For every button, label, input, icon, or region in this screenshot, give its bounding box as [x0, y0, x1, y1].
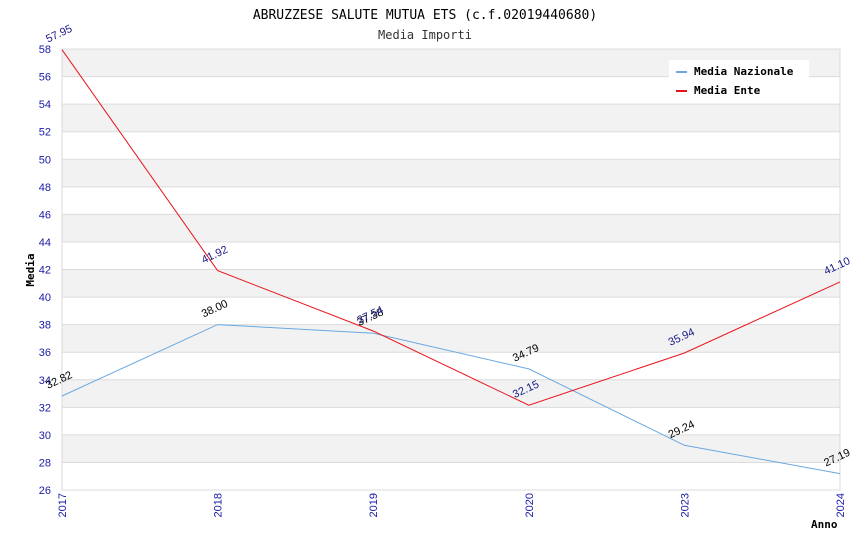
- y-tick-label: 42: [39, 265, 51, 277]
- y-tick-label: 46: [39, 209, 51, 221]
- grid-band: [62, 104, 840, 132]
- y-tick-label: 38: [39, 320, 51, 332]
- x-axis-title: Anno: [811, 518, 838, 531]
- grid-band: [62, 462, 840, 490]
- grid-band: [62, 297, 840, 325]
- series-lines: [61, 49, 841, 475]
- y-tick-label: 30: [39, 430, 51, 442]
- y-tick-label: 40: [39, 292, 51, 304]
- y-axis-ticks: 26 28 30 32 34 36 38 40 42 44 46 48 50 52 54 56 58: [39, 44, 51, 497]
- y-tick-label: 50: [39, 154, 51, 166]
- x-axis-ticks: 2017 2018 2019 2020 2023 2024: [57, 493, 847, 517]
- y-tick-label: 58: [39, 44, 51, 56]
- y-tick-label: 36: [39, 347, 51, 359]
- legend-box: [669, 60, 809, 102]
- x-tick-label: 2017: [57, 493, 69, 517]
- grid-bands: [61, 48, 841, 491]
- x-tick-label: 2019: [368, 493, 380, 517]
- y-tick-label: 32: [39, 402, 51, 414]
- y-tick-label: 28: [39, 457, 51, 469]
- x-tick-label: 2023: [679, 493, 691, 517]
- grid-band: [62, 159, 840, 187]
- grid-band: [62, 241, 840, 270]
- x-tick-label: 2018: [213, 493, 225, 517]
- grid-band: [62, 214, 840, 242]
- legend: Media Nazionale Media Ente: [669, 60, 809, 102]
- y-tick-label: 26: [39, 485, 51, 497]
- x-tick-label: 2020: [524, 493, 536, 517]
- chart-title: ABRUZZESE SALUTE MUTUA ETS (c.f.02019440…: [253, 8, 597, 23]
- chart-subtitle: Media Importi: [378, 28, 472, 42]
- legend-label: Media Ente: [694, 84, 761, 97]
- series-line: [61, 324, 841, 475]
- x-tick-label: 2024: [835, 493, 847, 517]
- y-tick-label: 34: [39, 375, 51, 387]
- grid-band: [62, 379, 840, 408]
- y-axis-title: Media: [24, 253, 37, 286]
- grid-band: [62, 269, 840, 298]
- y-tick-label: 44: [39, 237, 51, 249]
- y-tick-label: 48: [39, 182, 51, 194]
- grid-band: [62, 324, 840, 353]
- y-tick-label: 52: [39, 127, 51, 139]
- grid-band: [62, 434, 840, 463]
- grid-band: [62, 186, 840, 215]
- y-tick-label: 54: [39, 99, 51, 111]
- series-line: [61, 49, 841, 406]
- data-label: 57.95: [44, 23, 74, 46]
- y-tick-label: 56: [39, 72, 51, 84]
- grid-band: [62, 407, 840, 435]
- grid-band: [62, 352, 840, 380]
- grid-band: [62, 131, 840, 160]
- legend-label: Media Nazionale: [694, 65, 794, 78]
